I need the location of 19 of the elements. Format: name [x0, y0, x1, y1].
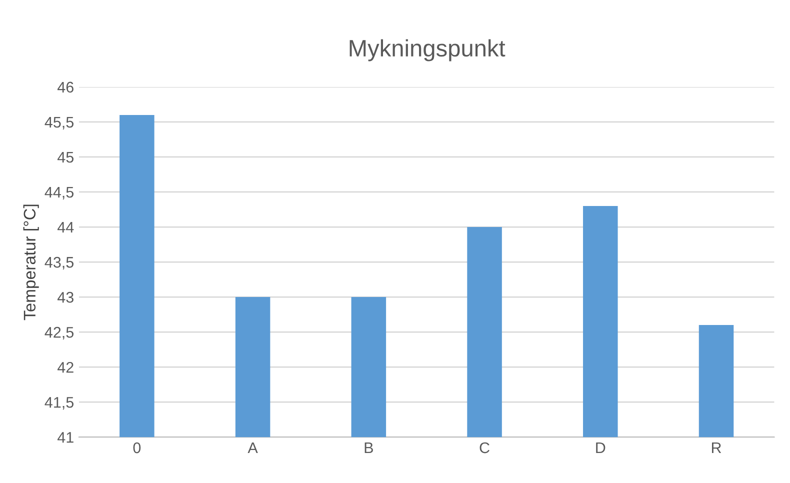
y-axis-title: Temperatur [°C]	[23, 204, 39, 320]
y-tick-label: 42,5	[44, 326, 74, 340]
y-tick-label: 44	[58, 222, 74, 233]
y-tick-label: 45	[58, 152, 74, 163]
y-tick-label: 41,5	[44, 397, 74, 410]
y-tick-label: 44,5	[44, 187, 74, 200]
y-tick-label: 43,5	[44, 256, 74, 270]
x-tick-label: 0	[133, 442, 141, 454]
y-tick-label: 46	[58, 82, 74, 93]
y-tick-label: 45,5	[44, 116, 74, 130]
y-tick-label: 41	[58, 432, 74, 443]
chart-title: Mykningspunkt	[350, 39, 506, 62]
x-tick-label: R	[712, 442, 722, 454]
x-tick-label: D	[596, 442, 606, 454]
x-tick-label: A	[248, 442, 258, 454]
x-tick-label: B	[364, 442, 373, 454]
x-tick-label: C	[480, 442, 490, 454]
y-tick-label: 42	[58, 362, 74, 373]
y-tick-label: 43	[58, 292, 74, 303]
